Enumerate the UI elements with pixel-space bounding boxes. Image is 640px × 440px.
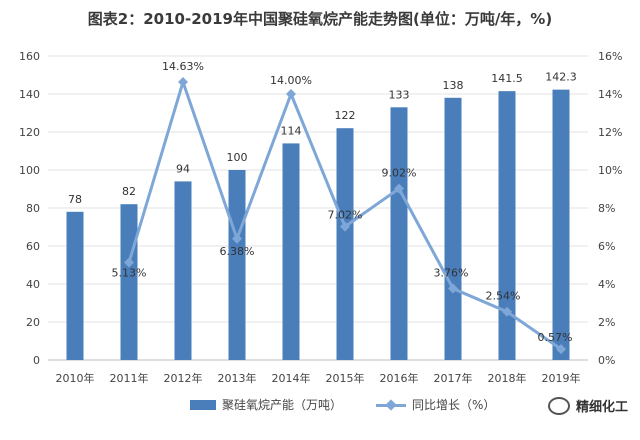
y-left-tick-label: 40	[26, 278, 40, 291]
chart-title: 图表2：2010-2019年中国聚硅氧烷产能走势图(单位：万吨/年，%)	[87, 10, 553, 28]
watermark-label: 精细化工	[575, 400, 628, 415]
growth-value-label: 6.38%	[220, 245, 255, 258]
y-right-tick-label: 12%	[598, 126, 622, 139]
wechat-icon	[547, 396, 570, 415]
growth-point	[232, 233, 242, 244]
bar-value-label: 122	[335, 109, 356, 122]
x-tick-label: 2010年	[56, 371, 95, 385]
bar-value-label: 82	[122, 185, 136, 198]
legend-swatch-line	[376, 400, 407, 410]
bar	[444, 97, 462, 361]
growth-point	[124, 257, 134, 268]
bar-value-label: 142.3	[545, 71, 577, 84]
bar	[282, 143, 300, 360]
bar-value-label: 94	[176, 162, 190, 175]
growth-value-label: 9.02%	[382, 167, 417, 180]
y-right-tick-label: 2%	[598, 316, 615, 329]
legend-label-growth: 同比增长（%）	[412, 398, 496, 412]
bar-value-label: 138	[443, 79, 464, 92]
y-right-tick-label: 16%	[598, 50, 622, 63]
legend-label-capacity: 聚硅氧烷产能（万吨）	[222, 398, 343, 412]
legend-swatch-bar	[190, 399, 216, 410]
y-left-tick-label: 120	[19, 126, 40, 139]
bar-value-label: 78	[68, 193, 82, 206]
bar	[174, 181, 192, 360]
x-tick-label: 2013年	[218, 371, 257, 385]
bar	[336, 128, 354, 360]
bar	[66, 211, 84, 360]
x-tick-label: 2011年	[110, 371, 149, 385]
y-left-tick-label: 160	[19, 50, 40, 63]
legend-item-growth: 同比增长（%）	[376, 396, 495, 413]
y-right-tick-label: 8%	[598, 202, 615, 215]
bar	[552, 89, 570, 360]
y-right-tick-label: 0%	[598, 354, 615, 367]
y-right-tick-label: 10%	[598, 164, 622, 177]
bar-value-label: 141.5	[491, 72, 523, 85]
growth-point	[394, 183, 404, 194]
growth-point	[178, 77, 188, 88]
growth-point	[556, 344, 566, 355]
y-right-tick-label: 4%	[598, 278, 615, 291]
legend-item-capacity: 聚硅氧烷产能（万吨）	[190, 396, 342, 413]
growth-point	[502, 306, 512, 317]
y-left-tick-label: 140	[19, 88, 40, 101]
y-left-tick-label: 0	[33, 354, 40, 367]
growth-value-label: 14.63%	[162, 60, 204, 73]
x-tick-label: 2014年	[272, 371, 311, 385]
growth-value-label: 14.00%	[270, 74, 312, 87]
y-left-tick-label: 20	[26, 316, 40, 329]
y-left-tick-label: 100	[19, 164, 40, 177]
bar	[390, 107, 408, 360]
growth-value-label: 0.57%	[538, 331, 573, 344]
growth-value-label: 2.54%	[486, 290, 521, 303]
growth-point	[448, 283, 458, 294]
x-tick-label: 2017年	[434, 371, 473, 385]
bar	[228, 170, 246, 360]
y-left-tick-label: 60	[26, 240, 40, 253]
bar	[498, 91, 516, 361]
growth-value-label: 5.13%	[112, 267, 147, 280]
y-right-tick-label: 6%	[598, 240, 615, 253]
growth-value-label: 7.02%	[328, 209, 363, 222]
growth-point	[340, 221, 350, 232]
growth-value-label: 3.76%	[434, 267, 469, 280]
x-tick-label: 2019年	[542, 371, 581, 385]
bar-value-label: 114	[281, 124, 302, 137]
x-tick-label: 2015年	[326, 371, 365, 385]
bar	[120, 204, 138, 360]
growth-point	[286, 89, 296, 99]
y-right-tick-label: 14%	[598, 88, 622, 101]
bar-value-label: 100	[227, 151, 248, 164]
x-tick-label: 2018年	[488, 371, 527, 385]
x-tick-label: 2016年	[380, 371, 419, 385]
x-tick-label: 2012年	[164, 371, 203, 385]
source-watermark: 精细化工	[547, 396, 628, 415]
y-left-tick-label: 80	[26, 202, 40, 215]
chart-legend: 聚硅氧烷产能（万吨） 同比增长（%）	[190, 396, 529, 413]
bar-value-label: 133	[389, 88, 410, 101]
